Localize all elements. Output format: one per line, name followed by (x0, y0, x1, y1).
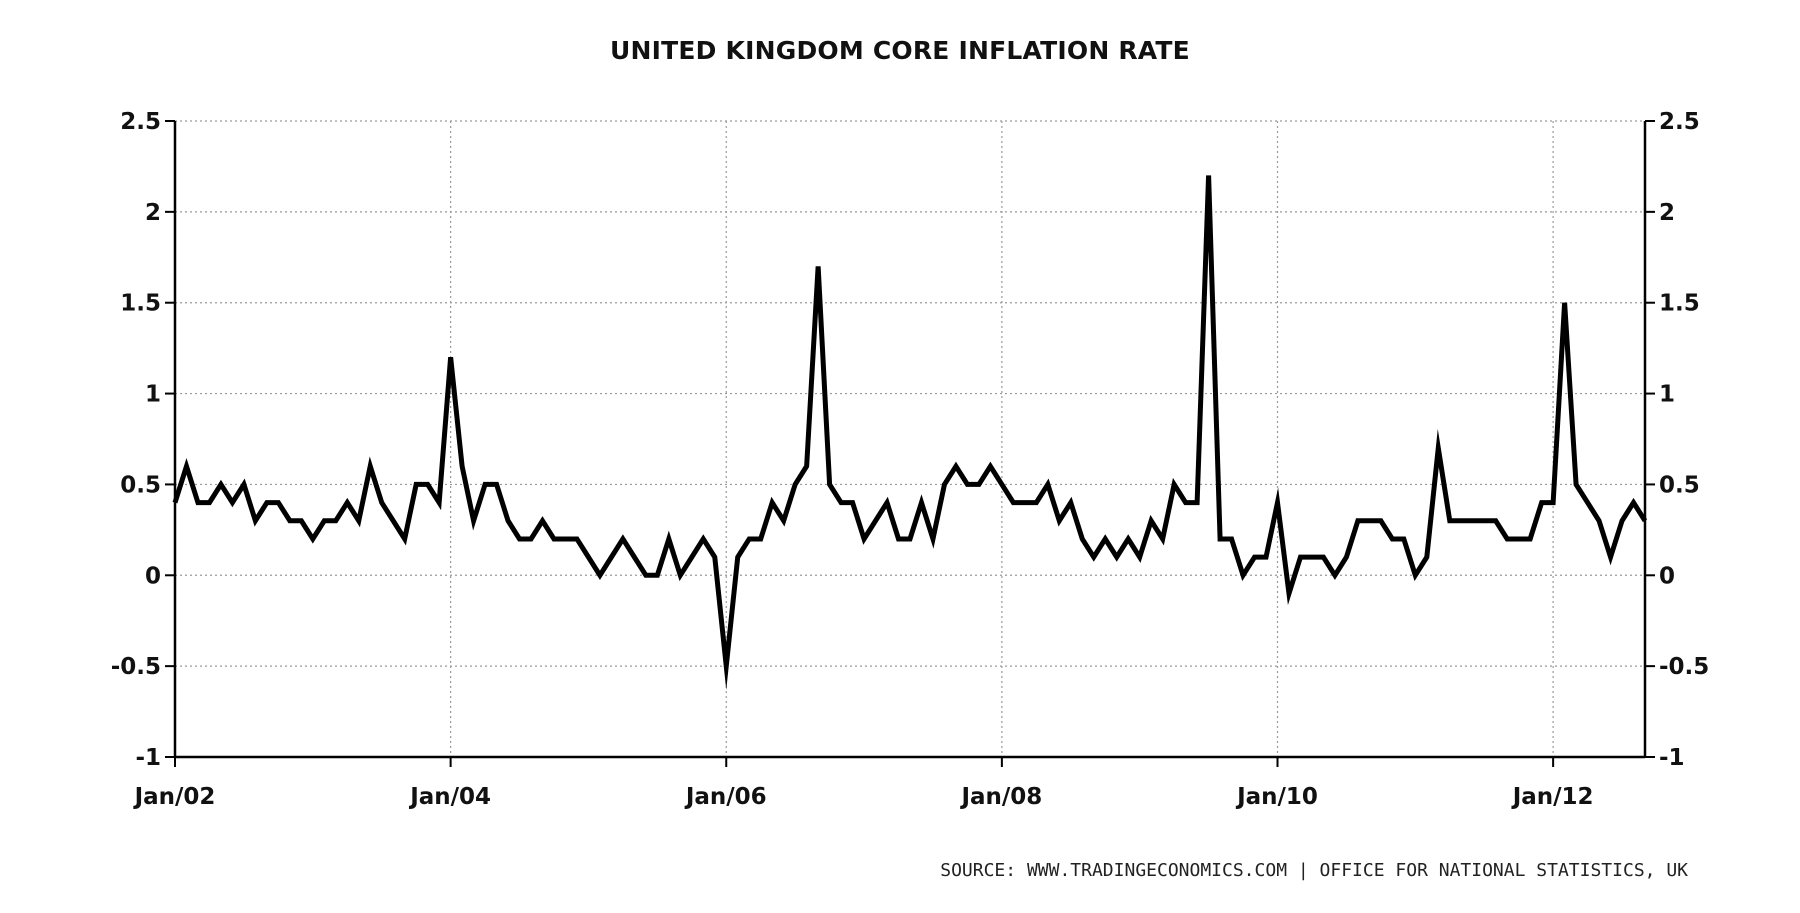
y-tick-label-right: 2.5 (1659, 109, 1700, 135)
y-tick-label-left: 1 (145, 382, 161, 408)
y-tick-label-right: 0.5 (1659, 472, 1700, 498)
y-tick-label-left: 2 (145, 200, 161, 226)
series-line (172, 175, 1648, 691)
gridlines (175, 120, 1645, 757)
x-tick-label: Jan/02 (133, 784, 216, 810)
data-series (172, 175, 1648, 691)
y-tick-label-left: 0 (145, 563, 161, 589)
x-tick-label: Jan/08 (959, 784, 1042, 810)
x-tick-label: Jan/12 (1511, 784, 1594, 810)
y-tick-label-left: 1.5 (120, 291, 161, 317)
x-tick-label: Jan/10 (1235, 784, 1318, 810)
y-tick-label-left: -1 (135, 745, 161, 771)
axes (173, 121, 1647, 759)
y-tick-label-right: -1 (1659, 745, 1685, 771)
x-tick-label: Jan/04 (408, 784, 491, 810)
y-tick-label-right: 0 (1659, 563, 1675, 589)
y-tick-label-right: 2 (1659, 200, 1675, 226)
x-tick-label: Jan/06 (684, 784, 767, 810)
axis-ticks: 2.5 2.5 2 2 1.5 1.5 1 1 0.5 0.5 0 0 -0.5 -0.5 -1 -1 Jan/… (111, 109, 1710, 810)
y-tick-label-right: -0.5 (1659, 654, 1709, 680)
y-tick-label-right: 1.5 (1659, 291, 1700, 317)
chart-title: UNITED KINGDOM CORE INFLATION RATE (610, 36, 1190, 65)
y-tick-label-right: 1 (1659, 382, 1675, 408)
y-tick-label-left: 2.5 (120, 109, 161, 135)
y-tick-label-left: -0.5 (111, 654, 161, 680)
y-tick-label-left: 0.5 (120, 472, 161, 498)
source-note: SOURCE: WWW.TRADINGECONOMICS.COM | OFFIC… (940, 860, 1688, 881)
